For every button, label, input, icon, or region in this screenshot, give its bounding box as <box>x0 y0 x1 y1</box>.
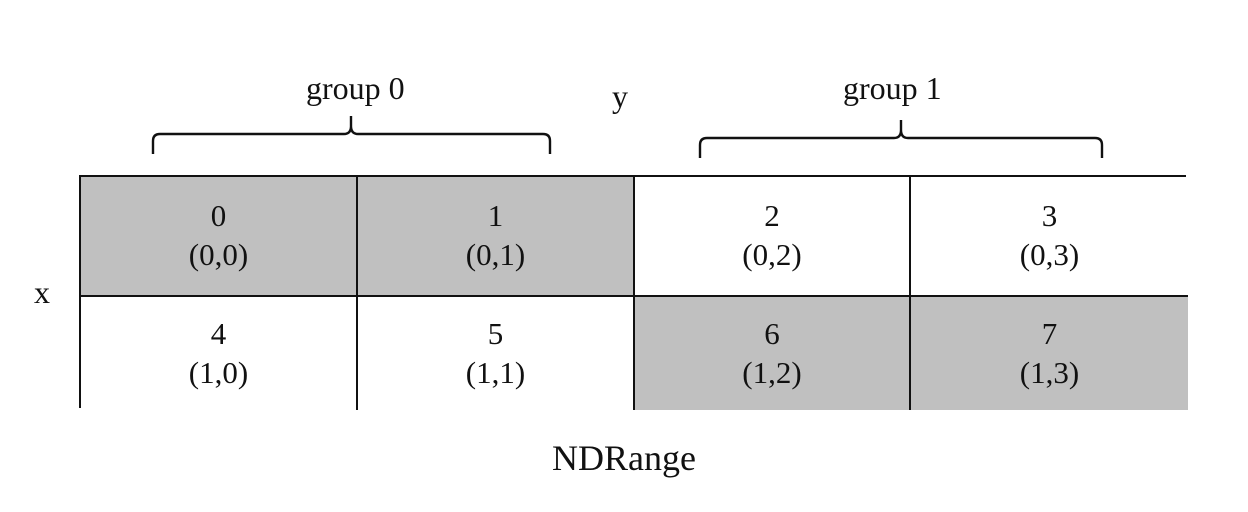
work-item-id: 7 <box>1041 315 1058 351</box>
work-item-coord: (1,0) <box>188 354 249 390</box>
work-item-cell: 7 (1,3) <box>911 297 1188 410</box>
work-item-cell: 5 (1,1) <box>358 297 635 410</box>
work-item-id: 5 <box>487 315 504 351</box>
work-item-id: 1 <box>487 198 504 234</box>
work-item-cell: 6 (1,2) <box>635 297 911 410</box>
x-axis-label: x <box>34 274 50 310</box>
work-item-coord: (1,2) <box>742 354 802 390</box>
work-item-coord: (0,1) <box>465 237 526 272</box>
work-item-coord: (0,3) <box>1019 237 1080 272</box>
work-item-id: 4 <box>210 315 227 351</box>
work-item-id: 2 <box>764 198 780 234</box>
work-item-id: 0 <box>210 198 227 234</box>
work-item-coord: (1,1) <box>465 354 526 390</box>
work-item-id: 6 <box>764 315 780 351</box>
work-item-cell: 0 (0,0) <box>81 177 358 297</box>
group-1-label: group 1 <box>843 70 942 106</box>
group-1-bracket <box>698 120 1104 158</box>
ndrange-caption: NDRange <box>552 438 696 478</box>
y-axis-label: y <box>612 78 628 114</box>
work-item-cell: 2 (0,2) <box>635 177 911 297</box>
work-item-coord: (0,0) <box>188 237 249 272</box>
group-0-label: group 0 <box>306 70 405 106</box>
ndrange-grid: 0 (0,0) 1 (0,1) 2 (0,2) 3 (0,3) 4 (1,0) … <box>79 175 1188 410</box>
work-item-coord: (0,2) <box>742 237 802 272</box>
work-item-cell: 3 (0,3) <box>911 177 1188 297</box>
work-item-cell: 4 (1,0) <box>81 297 358 410</box>
work-item-coord: (1,3) <box>1019 354 1080 390</box>
work-item-cell: 1 (0,1) <box>358 177 635 297</box>
group-0-bracket <box>151 116 552 154</box>
work-item-id: 3 <box>1041 198 1058 234</box>
